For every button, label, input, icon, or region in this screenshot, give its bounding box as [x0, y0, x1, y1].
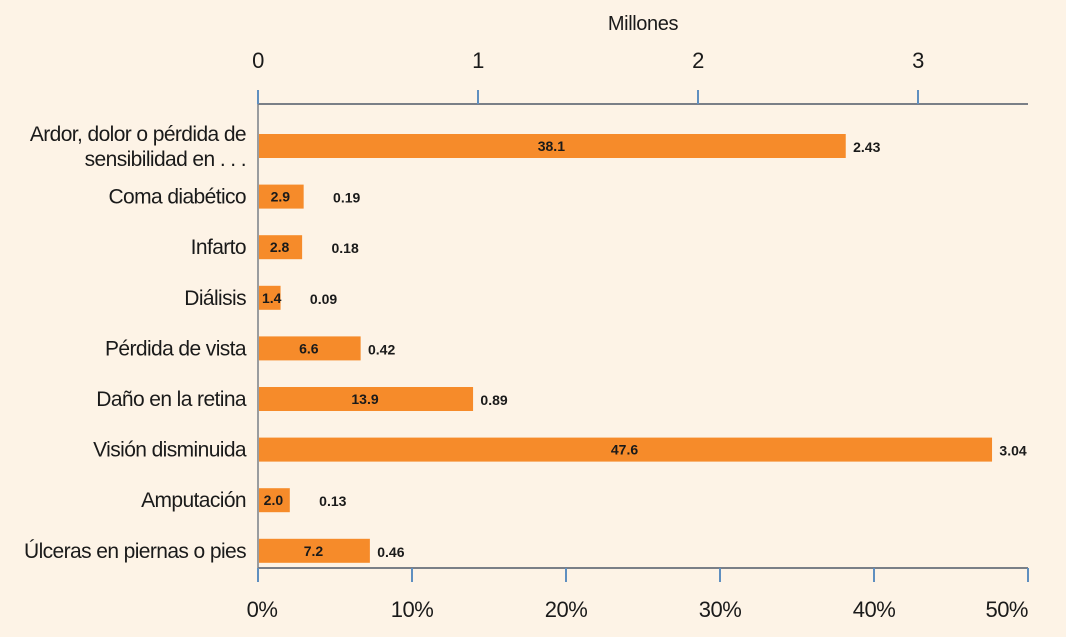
bar: [259, 184, 304, 209]
category-label: Pérdida de vista: [105, 337, 247, 360]
top-axis: Millones 0 1 2 3: [252, 13, 1028, 105]
bar-percent-label: 2.9: [271, 189, 291, 205]
bar-million-label: 2.43: [853, 139, 880, 155]
bar-percent-label: 2.0: [264, 492, 284, 508]
category-label: Visión disminuida: [93, 439, 247, 462]
bar-million-label: 0.13: [319, 493, 346, 509]
category-label: Amputación: [141, 489, 246, 512]
bar-million-label: 0.18: [331, 240, 358, 256]
category-label: Daño en la retina: [96, 388, 247, 411]
bar-row: Visión disminuida 47.6 3.04: [93, 437, 1027, 462]
bar-percent-label: 47.6: [611, 442, 638, 458]
bar-percent-label: 13.9: [351, 391, 378, 407]
bar-million-label: 0.46: [377, 544, 404, 560]
bar-million-label: 3.04: [999, 443, 1026, 459]
top-axis-ticks: 0 1 2 3: [252, 48, 925, 104]
bar-row: Úlceras en piernas o pies 7.2 0.46: [24, 538, 405, 563]
bar-row: Diálisis 1.4 0.09: [184, 285, 337, 310]
bottom-tick-label: 50%: [985, 597, 1028, 622]
bar: [259, 437, 993, 462]
bar-row: Infarto 2.8 0.18: [191, 235, 359, 260]
top-tick-label: 0: [252, 48, 264, 73]
top-axis-title: Millones: [608, 13, 679, 35]
bottom-axis: 0% 10% 20% 30% 40% 50%: [247, 567, 1029, 622]
top-tick-label: 1: [472, 48, 484, 73]
top-tick-label: 3: [912, 48, 924, 73]
bar-row: Pérdida de vista 6.6 0.42: [105, 336, 395, 361]
category-label: Coma diabético: [108, 186, 246, 209]
bar: [259, 538, 370, 563]
bar-million-label: 0.89: [480, 392, 507, 408]
bar: [259, 134, 846, 158]
bottom-tick-label: 30%: [699, 597, 742, 622]
bottom-tick-label: 10%: [391, 597, 434, 622]
category-label: Diálisis: [184, 287, 246, 310]
bar-row: Amputación 2.0 0.13: [141, 488, 347, 513]
bars: Ardor, dolor o pérdida de sensibilidad en…: [24, 123, 1027, 563]
category-label: Infarto: [191, 236, 246, 259]
bar: [259, 336, 361, 361]
top-tick-label: 2: [692, 48, 704, 73]
bottom-tick-label: 0%: [247, 597, 278, 622]
bottom-tick-label: 40%: [853, 597, 896, 622]
bar-percent-label: 2.8: [270, 239, 290, 255]
bar-percent-label: 7.2: [304, 543, 324, 559]
bar: [259, 235, 303, 260]
bottom-axis-ticks: 0% 10% 20% 30% 40% 50%: [247, 568, 1029, 622]
bottom-tick-label: 20%: [545, 597, 588, 622]
bar-row: Ardor, dolor o pérdida de sensibilidad en…: [30, 123, 881, 171]
bar: [259, 488, 290, 513]
bar-percent-label: 6.6: [299, 340, 319, 356]
bar: [259, 387, 474, 411]
bar-million-label: 0.19: [333, 190, 360, 206]
bar: [259, 285, 281, 310]
category-label: Úlceras en piernas o pies: [24, 540, 246, 563]
category-label: Ardor, dolor o pérdida de sensibilidad en…: [30, 123, 246, 171]
bar-row: Coma diabético 2.9 0.19: [108, 184, 360, 209]
bar-percent-label: 38.1: [538, 138, 565, 154]
bar-percent-label: 1.4: [262, 290, 282, 306]
bar-million-label: 0.09: [310, 291, 337, 307]
bar-million-label: 0.42: [368, 341, 395, 357]
bar-row: Daño en la retina 13.9 0.89: [96, 387, 508, 411]
